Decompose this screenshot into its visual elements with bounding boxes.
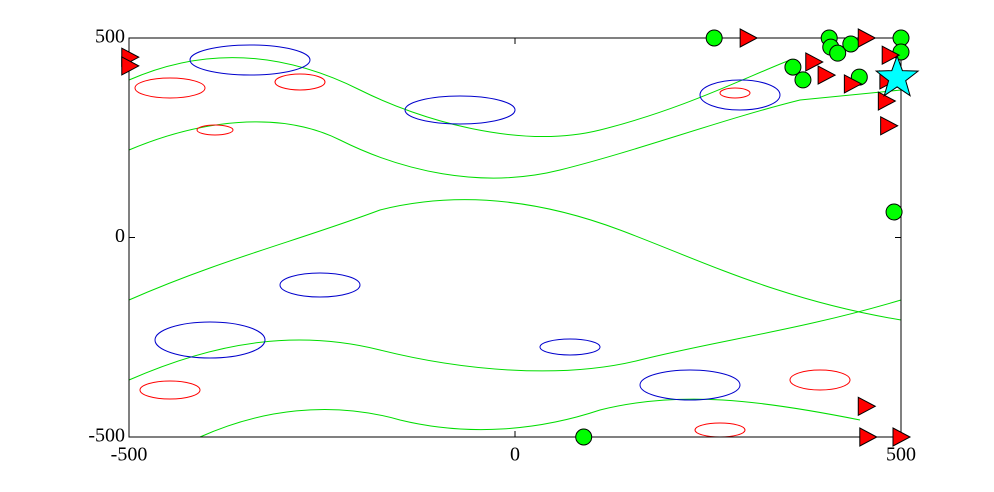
- marker-circle: [705, 29, 723, 47]
- contour-line: [719, 87, 751, 99]
- marker-circle: [794, 71, 812, 89]
- x-tick-label: 0: [510, 444, 520, 466]
- contour-line: [128, 299, 902, 381]
- y-tick-label: -500: [88, 425, 125, 447]
- marker-triangle: [877, 91, 897, 111]
- contour-line: [196, 124, 234, 136]
- plot-area: [129, 38, 901, 437]
- y-tick-label: 500: [95, 26, 125, 48]
- x-tick-label: 500: [886, 444, 916, 466]
- contour-line: [128, 57, 791, 137]
- marker-triangle: [739, 28, 759, 48]
- marker-triangle: [843, 74, 863, 94]
- marker-triangle: [880, 115, 899, 136]
- marker-triangle: [892, 427, 912, 447]
- marker-triangle: [121, 56, 140, 76]
- contour-line: [154, 321, 266, 359]
- contour-line: [189, 44, 311, 76]
- contour-line: [539, 338, 601, 356]
- marker-triangle: [857, 396, 877, 417]
- contour-line: [279, 272, 361, 298]
- marker-circle: [829, 44, 847, 62]
- marker-circle: [885, 203, 903, 221]
- x-tick-label: -500: [111, 444, 148, 466]
- contour-line: [128, 199, 902, 321]
- contour-line: [134, 77, 206, 99]
- contour-line: [639, 369, 741, 401]
- marker-circle: [575, 428, 593, 446]
- marker-triangle: [857, 28, 877, 48]
- contour-line: [274, 73, 326, 91]
- marker-circle: [784, 58, 802, 76]
- contour-line: [404, 95, 516, 125]
- marker-star: [874, 54, 920, 97]
- contour-line: [789, 369, 851, 391]
- contour-line: [699, 79, 781, 111]
- marker-triangle: [881, 45, 901, 65]
- marker-triangle: [805, 52, 824, 72]
- marker-triangle: [817, 65, 837, 85]
- contour-line: [128, 89, 902, 179]
- contour-line: [199, 398, 861, 438]
- y-tick-label: 0: [115, 225, 125, 247]
- marker-triangle: [859, 427, 878, 447]
- contours: [128, 44, 902, 438]
- contour-line: [139, 380, 201, 400]
